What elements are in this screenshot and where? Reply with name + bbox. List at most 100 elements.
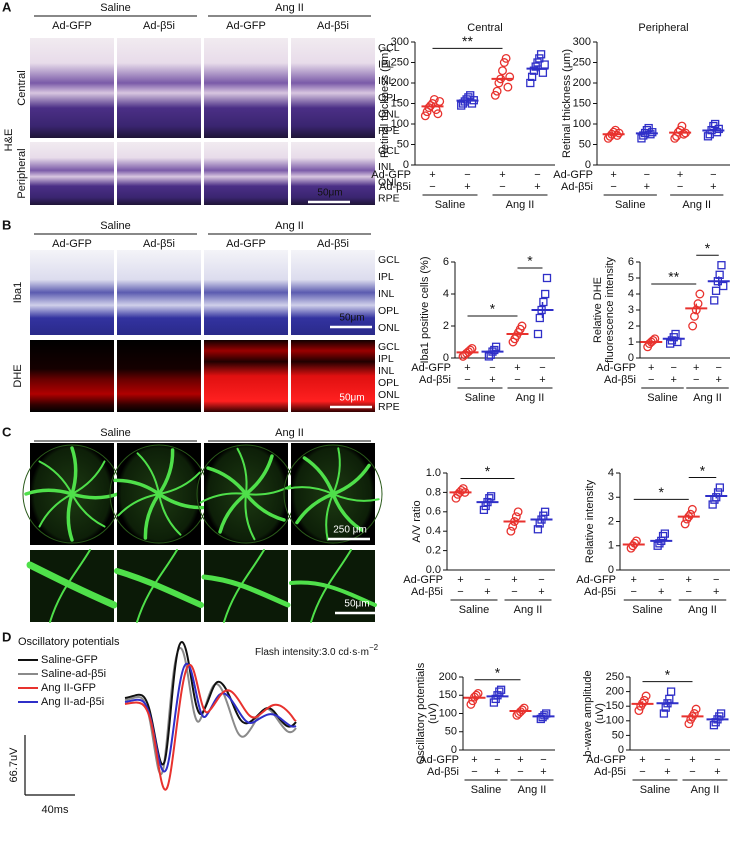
sign: + — [499, 169, 505, 181]
data-point — [641, 691, 651, 701]
vessel — [136, 549, 178, 623]
y-tick-label: 100 — [573, 118, 591, 130]
y-tick-label: 200 — [573, 77, 591, 89]
chart-title: Central — [467, 22, 502, 34]
vessel — [71, 493, 106, 528]
y-tick-label: 100 — [391, 118, 409, 130]
y-axis-label: (uV) — [594, 703, 606, 724]
layer-label: INL — [378, 161, 395, 173]
y-axis-label: b-wave amplitude — [582, 670, 594, 756]
vessel — [199, 492, 247, 504]
vessel — [38, 460, 73, 495]
layer-label: GCL — [378, 42, 400, 54]
sign: − — [693, 374, 699, 386]
column-label: Ad-β5i — [143, 238, 175, 250]
significance-label: * — [659, 484, 665, 500]
sign: + — [511, 574, 517, 586]
vessel — [66, 492, 74, 542]
layer-label: IPL — [378, 58, 394, 70]
sign: − — [471, 766, 477, 778]
y-tick-label: 200 — [606, 686, 624, 698]
condition-label: Saline — [100, 427, 131, 439]
sign: − — [464, 374, 470, 386]
layer-label: ONL — [378, 177, 400, 189]
vessel — [26, 561, 118, 609]
data-point — [719, 281, 728, 291]
data-point — [501, 53, 511, 63]
row-label: Ad-GFP — [411, 362, 451, 374]
vessel — [157, 448, 175, 496]
data-point — [660, 529, 669, 538]
scale-label: 40ms — [42, 804, 69, 816]
panel-letter: C — [2, 424, 12, 439]
sign: + — [648, 362, 654, 374]
data-point — [630, 538, 640, 548]
layer-label: INL — [378, 75, 395, 87]
y-tick-label: 6 — [443, 256, 449, 268]
data-point — [506, 526, 516, 536]
y-tick-label: 0 — [443, 352, 449, 364]
data-point — [517, 321, 527, 331]
y-tick-label: 50 — [612, 729, 624, 741]
row-label: Ad-β5i — [594, 766, 626, 778]
vessel — [289, 580, 377, 607]
micrograph — [204, 142, 288, 205]
significance-label: ** — [462, 33, 473, 49]
layer-label: GCL — [378, 341, 400, 353]
sign: + — [664, 766, 670, 778]
data-point — [695, 289, 705, 299]
condition-label: Ang II — [275, 220, 304, 232]
significance-label: * — [495, 664, 501, 680]
data-point — [429, 94, 439, 104]
sign: − — [539, 362, 545, 374]
data-point — [527, 72, 537, 81]
sign: + — [484, 586, 490, 598]
vessel — [218, 492, 248, 534]
sign: − — [714, 754, 720, 766]
y-axis-label: Relative DHE — [592, 277, 604, 343]
legend-title: Oscillatory potentials — [18, 636, 120, 648]
sign: + — [534, 181, 540, 193]
group-label: Saline — [471, 784, 502, 796]
sign: + — [658, 586, 664, 598]
y-tick-label: 250 — [573, 56, 591, 68]
panel-letter: D — [2, 629, 11, 644]
vessel — [206, 466, 248, 496]
sign: + — [716, 374, 722, 386]
data-point — [420, 111, 430, 121]
group-label: Ang II — [514, 604, 543, 616]
significance-label: * — [485, 463, 491, 479]
sign: − — [664, 754, 670, 766]
fundus — [283, 444, 383, 544]
sign: + — [693, 362, 699, 374]
data-point — [715, 270, 724, 279]
micrograph — [204, 250, 288, 335]
stain-label: H&E — [3, 129, 15, 152]
column-label: Ad-GFP — [226, 238, 266, 250]
panel-letter: A — [2, 0, 12, 14]
vessel — [331, 463, 371, 496]
y-axis-label: Retinal thickness (μm) — [561, 49, 573, 158]
group-label: Saline — [465, 392, 496, 404]
significance-label: * — [705, 240, 711, 256]
sign: − — [631, 586, 637, 598]
vessel — [332, 493, 380, 502]
data-point — [708, 500, 717, 509]
sign: − — [429, 181, 435, 193]
vessels — [196, 444, 296, 544]
vessel — [244, 454, 274, 496]
sign: + — [671, 374, 677, 386]
row-label: Ad-β5i — [427, 766, 459, 778]
y-tick-label: 0 — [628, 352, 634, 364]
y-tick-label: 150 — [439, 689, 457, 701]
row-label: Ad-GFP — [419, 754, 459, 766]
data-point — [666, 687, 676, 696]
y-tick-label: 0 — [608, 564, 614, 576]
sign: + — [677, 169, 683, 181]
y-axis-label: Oscillatory potentials — [415, 662, 427, 764]
column-label: Ad-GFP — [52, 20, 92, 32]
y-axis-label: Iba1 positive cells (%) — [419, 257, 431, 364]
data-point — [711, 286, 721, 295]
data-point — [690, 311, 699, 321]
sign: + — [710, 181, 716, 193]
